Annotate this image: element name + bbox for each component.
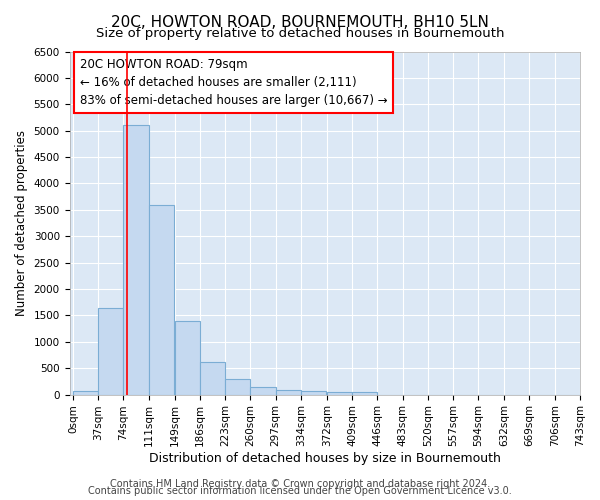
- Bar: [352, 392, 377, 394]
- Bar: [175, 320, 200, 394]
- Bar: [225, 379, 250, 394]
- Text: Size of property relative to detached houses in Bournemouth: Size of property relative to detached ho…: [96, 28, 504, 40]
- Bar: [124, 126, 149, 394]
- X-axis label: Distribution of detached houses by size in Bournemouth: Distribution of detached houses by size …: [149, 452, 501, 465]
- Text: 20C, HOWTON ROAD, BOURNEMOUTH, BH10 5LN: 20C, HOWTON ROAD, BOURNEMOUTH, BH10 5LN: [111, 15, 489, 30]
- Bar: [98, 308, 124, 394]
- Bar: [73, 390, 98, 394]
- Text: Contains HM Land Registry data © Crown copyright and database right 2024.: Contains HM Land Registry data © Crown c…: [110, 479, 490, 489]
- Bar: [275, 390, 301, 394]
- Bar: [200, 362, 225, 394]
- Y-axis label: Number of detached properties: Number of detached properties: [15, 130, 28, 316]
- Bar: [327, 392, 352, 394]
- Text: Contains public sector information licensed under the Open Government Licence v3: Contains public sector information licen…: [88, 486, 512, 496]
- Bar: [250, 386, 275, 394]
- Bar: [301, 391, 326, 394]
- Bar: [149, 204, 174, 394]
- Text: 20C HOWTON ROAD: 79sqm
← 16% of detached houses are smaller (2,111)
83% of semi-: 20C HOWTON ROAD: 79sqm ← 16% of detached…: [80, 58, 388, 107]
